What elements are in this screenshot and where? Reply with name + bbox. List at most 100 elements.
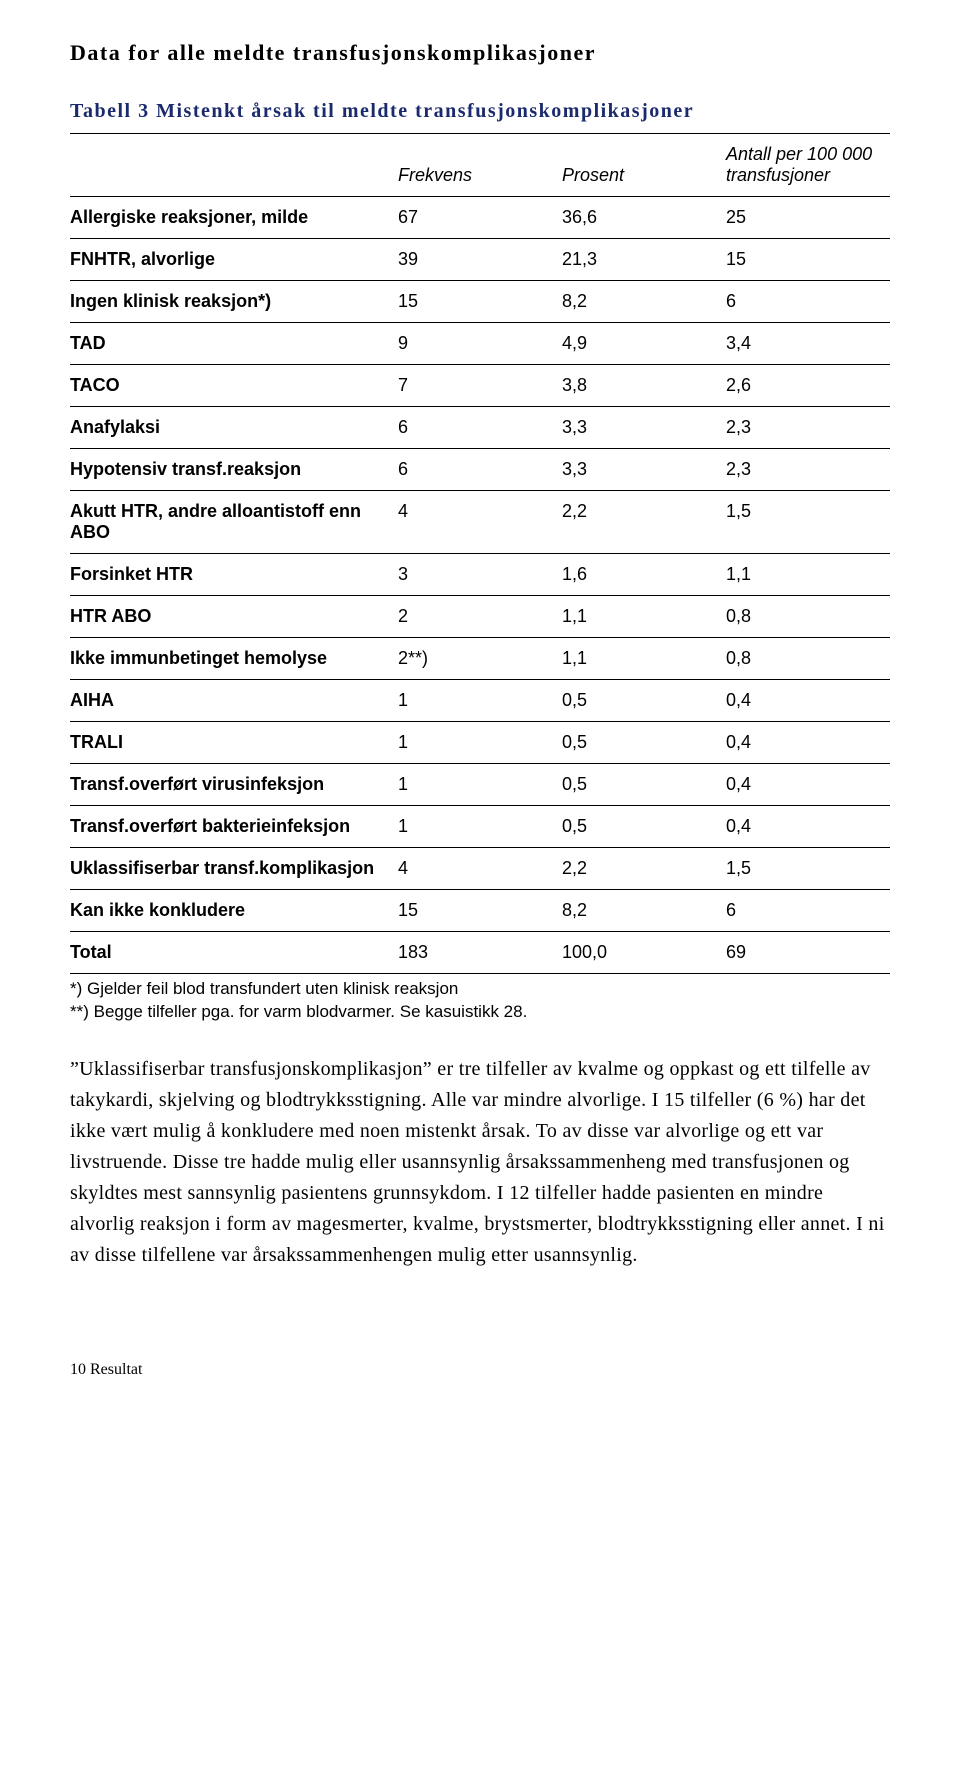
table-footnotes: *) Gjelder feil blod transfundert uten k…: [70, 978, 890, 1024]
table-row: Forsinket HTR31,61,1: [70, 554, 890, 596]
col-header-frekvens: Frekvens: [398, 134, 562, 197]
table-row: Transf.overført bakterieinfeksjon10,50,4: [70, 806, 890, 848]
table-row: Hypotensiv transf.reaksjon63,32,3: [70, 449, 890, 491]
table-row: TRALI10,50,4: [70, 722, 890, 764]
row-label: Transf.overført bakterieinfeksjon: [70, 806, 398, 848]
row-value: 2: [398, 596, 562, 638]
table-row: Ikke immunbetinget hemolyse2**)1,10,8: [70, 638, 890, 680]
row-value: 15: [398, 281, 562, 323]
row-value: 2,6: [726, 365, 890, 407]
row-value: 0,5: [562, 806, 726, 848]
row-value: 3,4: [726, 323, 890, 365]
row-value: 0,8: [726, 596, 890, 638]
row-value: 2**): [398, 638, 562, 680]
row-value: 0,4: [726, 680, 890, 722]
row-value: 1,5: [726, 848, 890, 890]
table-row: AIHA10,50,4: [70, 680, 890, 722]
table-row: Anafylaksi63,32,3: [70, 407, 890, 449]
row-value: 0,4: [726, 806, 890, 848]
table-row: Uklassifiserbar transf.komplikasjon42,21…: [70, 848, 890, 890]
footnote-line: *) Gjelder feil blod transfundert uten k…: [70, 978, 890, 1001]
row-value: 2,2: [562, 491, 726, 554]
table-row: Kan ikke konkludere158,26: [70, 890, 890, 932]
row-label: Forsinket HTR: [70, 554, 398, 596]
row-value: 21,3: [562, 239, 726, 281]
row-value: 6: [398, 449, 562, 491]
row-value: 2,3: [726, 449, 890, 491]
row-label: Allergiske reaksjoner, milde: [70, 197, 398, 239]
row-label: Uklassifiserbar transf.komplikasjon: [70, 848, 398, 890]
row-value: 1,1: [562, 596, 726, 638]
row-label: Transf.overført virusinfeksjon: [70, 764, 398, 806]
row-value: 8,2: [562, 281, 726, 323]
row-value: 36,6: [562, 197, 726, 239]
row-value: 4,9: [562, 323, 726, 365]
row-label: Akutt HTR, andre alloantistoff enn ABO: [70, 491, 398, 554]
row-value: 15: [726, 239, 890, 281]
row-label: Ingen klinisk reaksjon*): [70, 281, 398, 323]
row-label: TRALI: [70, 722, 398, 764]
col-header-antall: Antall per 100 000 transfusjoner: [726, 134, 890, 197]
col-header-label: [70, 134, 398, 197]
row-value: 0,4: [726, 722, 890, 764]
table-row: Transf.overført virusinfeksjon10,50,4: [70, 764, 890, 806]
row-value: 1,6: [562, 554, 726, 596]
row-value: 4: [398, 848, 562, 890]
table-row: Akutt HTR, andre alloantistoff enn ABO42…: [70, 491, 890, 554]
row-value: 0,5: [562, 764, 726, 806]
row-value: 2,3: [726, 407, 890, 449]
row-label: AIHA: [70, 680, 398, 722]
row-value: 0,5: [562, 680, 726, 722]
table-row: Ingen klinisk reaksjon*)158,26: [70, 281, 890, 323]
row-value: 0,5: [562, 722, 726, 764]
row-label: TACO: [70, 365, 398, 407]
table-header-row: Frekvens Prosent Antall per 100 000 tran…: [70, 134, 890, 197]
row-label: Hypotensiv transf.reaksjon: [70, 449, 398, 491]
row-value: 9: [398, 323, 562, 365]
table-row: TAD94,93,4: [70, 323, 890, 365]
row-value: 15: [398, 890, 562, 932]
row-label: FNHTR, alvorlige: [70, 239, 398, 281]
row-value: 100,0: [562, 932, 726, 974]
row-value: 183: [398, 932, 562, 974]
table-row: Total183100,069: [70, 932, 890, 974]
row-value: 0,4: [726, 764, 890, 806]
row-label: HTR ABO: [70, 596, 398, 638]
row-value: 3: [398, 554, 562, 596]
table-row: FNHTR, alvorlige3921,315: [70, 239, 890, 281]
row-value: 1: [398, 764, 562, 806]
row-value: 6: [726, 890, 890, 932]
row-value: 7: [398, 365, 562, 407]
row-label: Total: [70, 932, 398, 974]
table-row: Allergiske reaksjoner, milde6736,625: [70, 197, 890, 239]
page-footer: 10 Resultat: [70, 1361, 890, 1379]
row-value: 0,8: [726, 638, 890, 680]
row-value: 1,1: [562, 638, 726, 680]
complication-table: Frekvens Prosent Antall per 100 000 tran…: [70, 133, 890, 974]
table-row: HTR ABO21,10,8: [70, 596, 890, 638]
section-title: Data for alle meldte transfusjonskomplik…: [70, 40, 890, 66]
table-row: TACO73,82,6: [70, 365, 890, 407]
row-value: 1: [398, 806, 562, 848]
body-paragraph: ”Uklassifiserbar transfusjonskomplikasjo…: [70, 1054, 890, 1271]
col-header-prosent: Prosent: [562, 134, 726, 197]
row-label: Anafylaksi: [70, 407, 398, 449]
row-label: TAD: [70, 323, 398, 365]
row-value: 6: [398, 407, 562, 449]
row-value: 69: [726, 932, 890, 974]
row-label: Ikke immunbetinget hemolyse: [70, 638, 398, 680]
row-value: 4: [398, 491, 562, 554]
row-value: 1,1: [726, 554, 890, 596]
row-value: 1: [398, 680, 562, 722]
row-value: 3,3: [562, 407, 726, 449]
row-value: 39: [398, 239, 562, 281]
row-value: 25: [726, 197, 890, 239]
row-value: 8,2: [562, 890, 726, 932]
table-title: Tabell 3 Mistenkt årsak til meldte trans…: [70, 100, 890, 123]
row-value: 1,5: [726, 491, 890, 554]
row-value: 67: [398, 197, 562, 239]
row-value: 6: [726, 281, 890, 323]
row-value: 1: [398, 722, 562, 764]
row-value: 2,2: [562, 848, 726, 890]
row-label: Kan ikke konkludere: [70, 890, 398, 932]
